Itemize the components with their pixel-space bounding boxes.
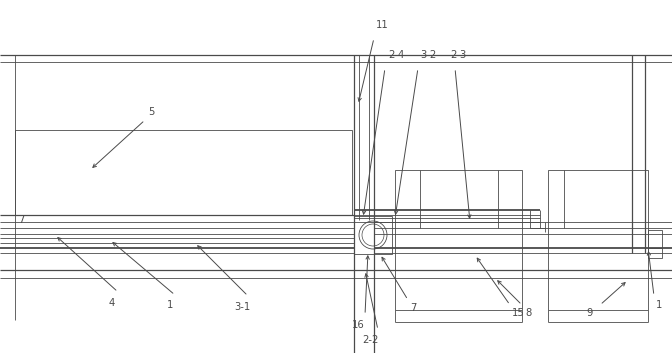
Text: 3-1: 3-1: [234, 302, 250, 312]
Text: 2-3: 2-3: [450, 50, 466, 60]
Text: 3-2: 3-2: [420, 50, 436, 60]
Bar: [395, 170, 522, 310]
Text: 8: 8: [525, 308, 532, 318]
Text: 1: 1: [167, 300, 173, 310]
Text: 15: 15: [512, 308, 525, 318]
Bar: [648, 230, 662, 248]
Text: 4: 4: [109, 298, 115, 308]
Text: 5: 5: [148, 107, 155, 117]
Text: 7: 7: [410, 303, 417, 313]
Bar: [354, 216, 392, 254]
Bar: [15, 130, 352, 215]
Text: 16: 16: [351, 320, 364, 330]
Text: 2-4: 2-4: [388, 50, 405, 60]
Bar: [648, 248, 662, 258]
Text: 2-2: 2-2: [362, 335, 378, 345]
Text: 11: 11: [376, 20, 388, 30]
Text: 7: 7: [18, 215, 24, 225]
Text: 1: 1: [656, 300, 663, 310]
Text: 9: 9: [587, 308, 593, 318]
Bar: [548, 170, 648, 310]
